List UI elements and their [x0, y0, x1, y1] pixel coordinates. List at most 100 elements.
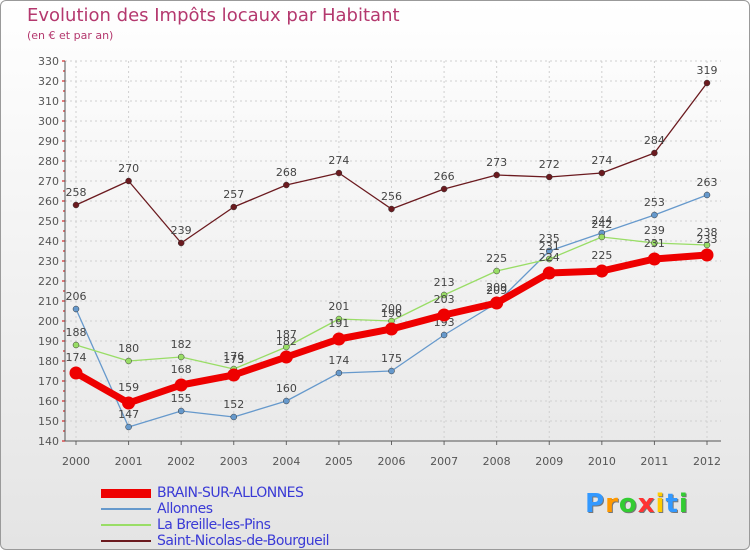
- legend-item-saint-nicolas-de-bourgueil[interactable]: Saint-Nicolas-de-Bourgueil: [101, 533, 329, 549]
- legend-label: Saint-Nicolas-de-Bourgueil: [157, 533, 329, 549]
- data-point: [546, 255, 553, 263]
- y-tick-label: 250: [38, 215, 59, 228]
- y-tick-label: 330: [38, 55, 59, 68]
- data-label: 270: [118, 162, 139, 175]
- x-tick-label: 2002: [167, 455, 195, 468]
- data-point: [177, 407, 185, 415]
- y-tick-label: 290: [38, 135, 59, 148]
- y-tick-label: 260: [38, 195, 59, 208]
- y-tick-label: 210: [38, 295, 59, 308]
- logo-letter: P: [585, 489, 606, 519]
- data-label: 257: [223, 188, 244, 201]
- data-label: 155: [171, 392, 192, 405]
- y-tick-label: 300: [38, 115, 59, 128]
- data-point: [332, 332, 346, 346]
- data-point: [122, 396, 136, 410]
- logo-letter: r: [605, 489, 619, 519]
- data-label: 180: [118, 342, 139, 355]
- data-label: 256: [381, 190, 402, 203]
- data-point: [651, 149, 658, 157]
- data-point: [703, 79, 711, 87]
- legend-label: La Breille-les-Pins: [157, 517, 271, 533]
- data-point: [230, 413, 237, 421]
- data-label: 319: [697, 64, 718, 77]
- data-label: 225: [591, 249, 612, 262]
- data-point: [546, 247, 553, 255]
- data-point: [490, 296, 504, 310]
- y-tick-label: 320: [38, 75, 59, 88]
- data-label: 272: [539, 158, 560, 171]
- data-point: [598, 169, 606, 177]
- data-point: [227, 368, 241, 382]
- line-chart: 140 150 160 170 180 190 200 210 220 230 240 250 260 2…: [38, 55, 721, 468]
- data-label: 188: [66, 326, 87, 339]
- y-tick-label: 200: [38, 315, 59, 328]
- data-point: [437, 308, 451, 322]
- data-label: 201: [328, 300, 349, 313]
- legend-label: BRAIN-SUR-ALLONNES: [157, 485, 304, 501]
- x-tick-label: 2001: [115, 455, 143, 468]
- logo-letter: t: [665, 489, 679, 519]
- data-point: [72, 201, 80, 209]
- data-label: 233: [697, 233, 718, 246]
- legend-swatch: [101, 540, 151, 542]
- logo-letter: o: [618, 489, 638, 519]
- chart-subtitle: (en € et par an): [27, 29, 114, 42]
- legend-item-brain-sur-allonnes[interactable]: BRAIN-SUR-ALLONNES: [101, 485, 329, 501]
- y-tick-label: 190: [38, 335, 59, 348]
- logo-letter: x: [637, 489, 656, 519]
- data-label: 231: [644, 237, 665, 250]
- data-point: [598, 233, 606, 241]
- data-point: [647, 252, 661, 266]
- data-label: 238: [697, 226, 718, 239]
- data-point: [493, 267, 500, 275]
- data-point: [230, 203, 237, 211]
- data-label: 274: [328, 154, 349, 167]
- data-label: 239: [171, 224, 192, 237]
- data-point: [335, 369, 343, 377]
- data-label: 253: [644, 196, 665, 209]
- data-point: [72, 341, 80, 349]
- data-point: [595, 264, 609, 278]
- data-label: 209: [486, 284, 507, 297]
- y-tick-label: 150: [38, 415, 59, 428]
- y-tick-label: 230: [38, 255, 59, 268]
- legend-label: Allonnes: [157, 501, 213, 517]
- data-label: 268: [276, 166, 297, 179]
- data-point: [385, 322, 398, 336]
- data-point: [440, 185, 448, 193]
- data-label: 175: [381, 352, 402, 365]
- data-label: 242: [591, 218, 612, 231]
- data-label: 173: [223, 353, 244, 366]
- legend: BRAIN-SUR-ALLONNES Allonnes La Breille-l…: [101, 485, 329, 549]
- y-tick-label: 140: [38, 435, 59, 448]
- data-point: [703, 241, 711, 249]
- data-label: 231: [539, 240, 560, 253]
- y-tick-label: 280: [38, 155, 59, 168]
- data-point: [335, 315, 343, 323]
- data-label: 200: [381, 302, 402, 315]
- y-tick-label: 270: [38, 175, 59, 188]
- x-tick-label: 2008: [483, 455, 511, 468]
- logo-letter: i: [678, 489, 689, 519]
- data-label: 224: [539, 251, 560, 264]
- x-tick-label: 2004: [272, 455, 300, 468]
- data-label: 266: [434, 170, 455, 183]
- legend-item-allonnes[interactable]: Allonnes: [101, 501, 329, 517]
- data-label: 174: [328, 354, 349, 367]
- legend-item-la-breille-les-pins[interactable]: La Breille-les-Pins: [101, 517, 329, 533]
- data-label: 147: [118, 408, 139, 421]
- data-label: 274: [591, 154, 612, 167]
- data-label: 213: [434, 276, 455, 289]
- data-point: [279, 350, 293, 364]
- data-point: [72, 305, 80, 313]
- data-label: 203: [434, 293, 455, 306]
- data-label: 196: [381, 307, 402, 320]
- x-tick-label: 2006: [378, 455, 406, 468]
- data-point: [700, 248, 714, 262]
- y-tick-label: 310: [38, 95, 59, 108]
- data-point: [440, 291, 448, 299]
- data-point: [335, 169, 343, 177]
- data-label: 263: [697, 176, 718, 189]
